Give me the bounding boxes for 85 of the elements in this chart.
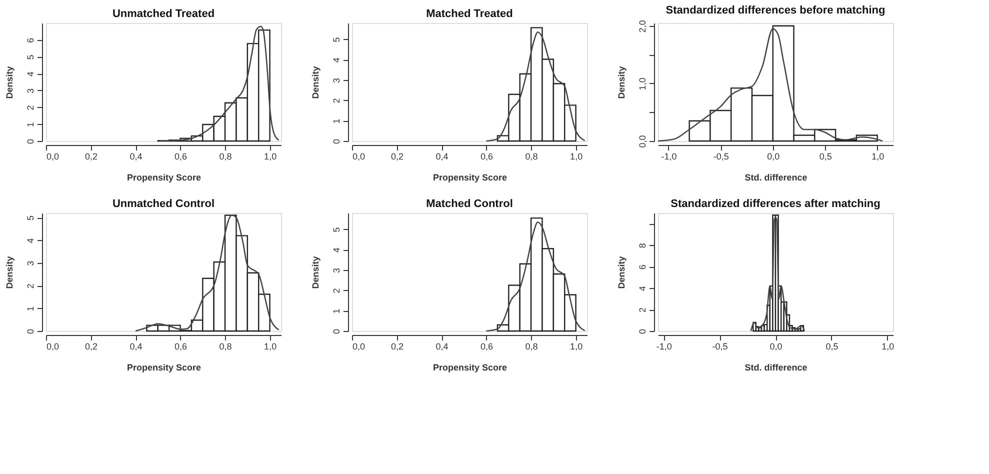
x-tick-label: 1,0 xyxy=(882,342,894,352)
y-tick-label: 4 xyxy=(26,238,36,244)
y-tick-label: 0 xyxy=(332,138,342,144)
x-tick-label: 0,2 xyxy=(85,152,98,162)
x-tick-label: 0,0 xyxy=(46,152,60,162)
y-tick-label: 4 xyxy=(332,58,342,63)
y-tick-label: 1,0 xyxy=(638,78,648,90)
y-tick-label: 3 xyxy=(332,268,342,273)
y-tick-label: 8 xyxy=(638,243,648,248)
y-tick-label: 2 xyxy=(638,308,648,313)
x-tick-label: 0,5 xyxy=(826,342,838,352)
y-tick-label: 3 xyxy=(26,260,36,266)
x-tick-label: -1,0 xyxy=(661,152,677,162)
chart-title: Matched Control xyxy=(426,198,513,210)
y-tick-label: 1 xyxy=(26,306,36,312)
y-axis-title: Density xyxy=(616,256,626,289)
y-tick-label: 1 xyxy=(332,308,342,314)
x-tick-label: 0,0 xyxy=(46,342,60,352)
y-tick-label: 3 xyxy=(332,78,342,83)
x-axis-title: Std. difference xyxy=(744,172,808,182)
x-tick-label: 0,0 xyxy=(770,342,782,352)
x-tick-label: -0,5 xyxy=(712,342,728,352)
y-tick-label: 2 xyxy=(26,284,36,289)
x-tick-label: 0,6 xyxy=(174,152,188,162)
x-tick-label: 1,0 xyxy=(872,152,884,162)
x-tick-label: 0,8 xyxy=(525,152,538,162)
x-tick-label: 0,4 xyxy=(130,152,142,162)
x-tick-label: 0,5 xyxy=(819,152,832,162)
y-tick-label: 1 xyxy=(26,122,36,128)
y-tick-label: 2 xyxy=(332,98,342,104)
y-axis-title: Density xyxy=(4,256,14,289)
x-tick-label: 1,0 xyxy=(570,342,583,352)
chart-title: Standardized differences before matching xyxy=(666,4,886,17)
x-tick-label: 0,4 xyxy=(436,152,448,162)
x-axis-title: Propensity Score xyxy=(432,172,508,182)
chart-title: Matched Treated xyxy=(426,8,513,20)
y-tick-label: 4 xyxy=(26,72,36,77)
y-tick-label: 5 xyxy=(26,54,36,60)
y-axis-title: Density xyxy=(616,66,626,99)
x-tick-label: 0,6 xyxy=(480,342,494,352)
y-tick-label: 0,0 xyxy=(638,135,648,148)
x-tick-label: 1,0 xyxy=(570,152,583,162)
x-tick-label: 1,0 xyxy=(264,342,277,352)
y-tick-label: 4 xyxy=(638,286,648,292)
x-tick-label: -0,5 xyxy=(713,152,729,162)
y-tick-label: 5 xyxy=(332,37,342,42)
x-axis-title: Propensity Score xyxy=(126,172,202,182)
y-axis-title: Density xyxy=(310,66,320,99)
x-tick-label: 0,6 xyxy=(174,342,188,352)
chart-title: Unmatched Control xyxy=(112,198,215,210)
x-tick-label: 0,4 xyxy=(436,342,448,352)
y-tick-label: 5 xyxy=(332,227,342,232)
y-tick-label: 2 xyxy=(332,288,342,294)
x-tick-label: 0,0 xyxy=(352,342,366,352)
y-tick-label: 2,0 xyxy=(638,20,648,33)
x-axis-title: Std. difference xyxy=(744,362,808,372)
x-tick-label: 0,8 xyxy=(219,342,232,352)
x-tick-label: 0,8 xyxy=(219,152,232,162)
chart-title: Unmatched Treated xyxy=(112,8,215,20)
y-axis-title: Density xyxy=(4,66,14,99)
y-tick-label: 3 xyxy=(26,88,36,94)
y-tick-label: 5 xyxy=(26,216,36,221)
x-axis-title: Propensity Score xyxy=(126,362,202,372)
x-tick-label: 0,2 xyxy=(391,152,404,162)
x-tick-label: 0,0 xyxy=(767,152,780,162)
x-tick-label: 0,2 xyxy=(391,342,404,352)
x-tick-label: 0,6 xyxy=(480,152,494,162)
x-tick-label: 0,0 xyxy=(352,152,366,162)
x-axis-title: Propensity Score xyxy=(432,362,508,372)
y-axis-title: Density xyxy=(310,256,320,289)
x-tick-label: 0,8 xyxy=(525,342,538,352)
y-tick-label: 1 xyxy=(332,118,342,124)
chart-title: Standardized differences after matching xyxy=(670,198,880,210)
y-tick-label: 6 xyxy=(638,264,648,270)
y-tick-label: 6 xyxy=(26,38,36,43)
x-tick-label: -1,0 xyxy=(656,342,672,352)
x-tick-label: 0,2 xyxy=(85,342,98,352)
x-tick-label: 0,4 xyxy=(130,342,142,352)
y-tick-label: 0 xyxy=(26,138,36,144)
x-tick-label: 1,0 xyxy=(264,152,277,162)
y-tick-label: 2 xyxy=(26,105,36,110)
y-tick-label: 0 xyxy=(638,328,648,334)
y-tick-label: 4 xyxy=(332,248,342,253)
y-tick-label: 0 xyxy=(26,328,36,334)
y-tick-label: 0 xyxy=(332,328,342,334)
